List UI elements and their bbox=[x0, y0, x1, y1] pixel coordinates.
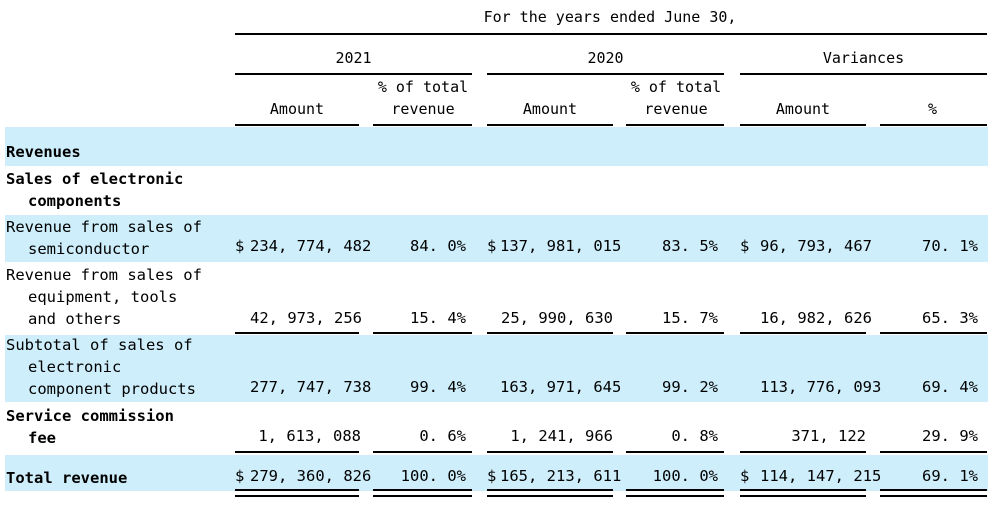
equip-pct-2021: 15. 4% bbox=[410, 309, 466, 327]
double-rule-pct-variance bbox=[880, 489, 987, 497]
rule-subtotal-pct-variance bbox=[880, 332, 987, 334]
dollar-total-2021: $ bbox=[235, 467, 245, 485]
amount-2021-header: Amount bbox=[269, 100, 325, 118]
row-label-sales-electronic-l1: Sales of electronic bbox=[6, 170, 184, 188]
rule-total-amount-variance bbox=[740, 451, 866, 453]
amount-2020-header: Amount bbox=[522, 100, 578, 118]
pct-2020-header-l2: revenue bbox=[644, 100, 708, 118]
rule-subtotal-amount-variance bbox=[740, 332, 866, 334]
double-rule-amount-variance bbox=[740, 489, 866, 497]
row-label-revenues: Revenues bbox=[6, 143, 81, 161]
service-pct-2020: 0. 8% bbox=[671, 427, 718, 445]
rule-amount-variance bbox=[740, 124, 866, 126]
row-label-sales-electronic-l2: components bbox=[28, 192, 122, 210]
period-rule bbox=[235, 33, 987, 35]
pct-variance-header: % bbox=[927, 100, 938, 118]
row-label-service-commission-l2: fee bbox=[28, 429, 56, 447]
row-label-semiconductor-l2: semiconductor bbox=[28, 240, 150, 258]
subtotal-variance-amount: 113, 776, 093 bbox=[760, 378, 882, 396]
rule-pct-2021 bbox=[373, 124, 472, 126]
band-revenues bbox=[5, 127, 988, 166]
double-rule-pct-2021 bbox=[373, 489, 472, 497]
subtotal-amount-2021: 277, 747, 738 bbox=[250, 378, 372, 396]
row-label-equipment-l2: equipment, tools bbox=[28, 288, 178, 306]
row-label-semiconductor: Revenue from sales of semiconductor bbox=[6, 216, 202, 260]
subtotal-amount-2020: 163, 971, 645 bbox=[500, 378, 622, 396]
total-pct-2020: 100. 0% bbox=[652, 467, 718, 485]
pct-2021-header-l2: revenue bbox=[391, 100, 455, 118]
rule-variances bbox=[740, 73, 987, 75]
total-amount-2021: 279, 360, 826 bbox=[250, 467, 372, 485]
rule-subtotal-amount-2020 bbox=[487, 332, 613, 334]
rule-subtotal-pct-2021 bbox=[373, 332, 472, 334]
rule-pct-variance bbox=[880, 124, 987, 126]
period-header: For the years ended June 30, bbox=[483, 8, 737, 26]
row-label-service-commission: Service commission fee bbox=[6, 405, 174, 449]
double-rule-pct-2020 bbox=[626, 489, 724, 497]
rule-subtotal-amount-2021 bbox=[235, 332, 359, 334]
subtotal-pct-2021: 99. 4% bbox=[410, 378, 466, 396]
rule-total-amount-2021 bbox=[235, 451, 359, 453]
total-amount-2020: 165, 213, 611 bbox=[500, 467, 622, 485]
service-amount-2021: 1, 613, 088 bbox=[258, 427, 361, 445]
rule-total-amount-2020 bbox=[487, 451, 613, 453]
rule-pct-2020 bbox=[626, 124, 724, 126]
pct-2020-header-l1: % of total bbox=[630, 78, 722, 96]
subtotal-pct-2020: 99. 2% bbox=[662, 378, 718, 396]
equip-pct-2020: 15. 7% bbox=[662, 309, 718, 327]
rule-2020 bbox=[487, 73, 724, 75]
band-total bbox=[5, 455, 988, 491]
row-label-sales-electronic: Sales of electronic components bbox=[6, 168, 183, 212]
band-subtotal bbox=[5, 335, 988, 402]
rule-total-pct-variance bbox=[880, 451, 987, 453]
dollar-semi-2020: $ bbox=[487, 237, 497, 255]
service-variance-pct: 29. 9% bbox=[922, 427, 978, 445]
row-label-total-revenue: Total revenue bbox=[6, 469, 128, 487]
row-label-equipment: Revenue from sales of equipment, tools a… bbox=[6, 264, 202, 330]
band-semiconductor bbox=[5, 215, 988, 262]
service-variance-amount: 371, 122 bbox=[791, 427, 866, 445]
row-label-subtotal-l1: Subtotal of sales of bbox=[6, 336, 193, 354]
dollar-total-variance: $ bbox=[740, 467, 750, 485]
row-label-service-commission-l1: Service commission bbox=[6, 407, 174, 425]
amount-variance-header: Amount bbox=[775, 100, 831, 118]
rule-2021 bbox=[235, 73, 472, 75]
semi-amount-2021: 234, 774, 482 bbox=[250, 237, 372, 255]
row-label-subtotal: Subtotal of sales of electronic componen… bbox=[6, 334, 196, 400]
equip-amount-2020: 25, 990, 630 bbox=[501, 309, 613, 327]
dollar-semi-2021: $ bbox=[235, 237, 245, 255]
rule-total-pct-2021 bbox=[373, 451, 472, 453]
semi-pct-2021: 84. 0% bbox=[410, 237, 466, 255]
variances-header: Variances bbox=[822, 49, 905, 67]
row-label-semiconductor-l1: Revenue from sales of bbox=[6, 218, 202, 236]
rule-amount-2020 bbox=[487, 124, 613, 126]
dollar-semi-variance: $ bbox=[740, 237, 750, 255]
semi-variance-amount: 96, 793, 467 bbox=[760, 237, 872, 255]
rule-total-pct-2020 bbox=[626, 451, 724, 453]
semi-variance-pct: 70. 1% bbox=[922, 237, 978, 255]
equip-variance-amount: 16, 982, 626 bbox=[760, 309, 872, 327]
row-label-subtotal-l3: component products bbox=[28, 380, 196, 398]
semi-pct-2020: 83. 5% bbox=[662, 237, 718, 255]
subtotal-variance-pct: 69. 4% bbox=[922, 378, 978, 396]
rule-subtotal-pct-2020 bbox=[626, 332, 724, 334]
total-pct-2021: 100. 0% bbox=[400, 467, 466, 485]
row-label-equipment-l1: Revenue from sales of bbox=[6, 266, 202, 284]
row-label-equipment-l3: and others bbox=[28, 310, 122, 328]
equip-variance-pct: 65. 3% bbox=[922, 309, 978, 327]
total-variance-amount: 114, 147, 215 bbox=[760, 467, 882, 485]
double-rule-amount-2020 bbox=[487, 489, 613, 497]
service-pct-2021: 0. 6% bbox=[419, 427, 466, 445]
semi-amount-2020: 137, 981, 015 bbox=[500, 237, 622, 255]
row-label-subtotal-l2: electronic bbox=[28, 358, 122, 376]
year-2021-header: 2021 bbox=[335, 49, 372, 67]
year-2020-header: 2020 bbox=[587, 49, 624, 67]
pct-2021-header-l1: % of total bbox=[377, 78, 469, 96]
rule-amount-2021 bbox=[235, 124, 359, 126]
total-variance-pct: 69. 1% bbox=[922, 467, 978, 485]
service-amount-2020: 1, 241, 966 bbox=[510, 427, 613, 445]
equip-amount-2021: 42, 973, 256 bbox=[250, 309, 362, 327]
double-rule-amount-2021 bbox=[235, 489, 359, 497]
dollar-total-2020: $ bbox=[487, 467, 497, 485]
